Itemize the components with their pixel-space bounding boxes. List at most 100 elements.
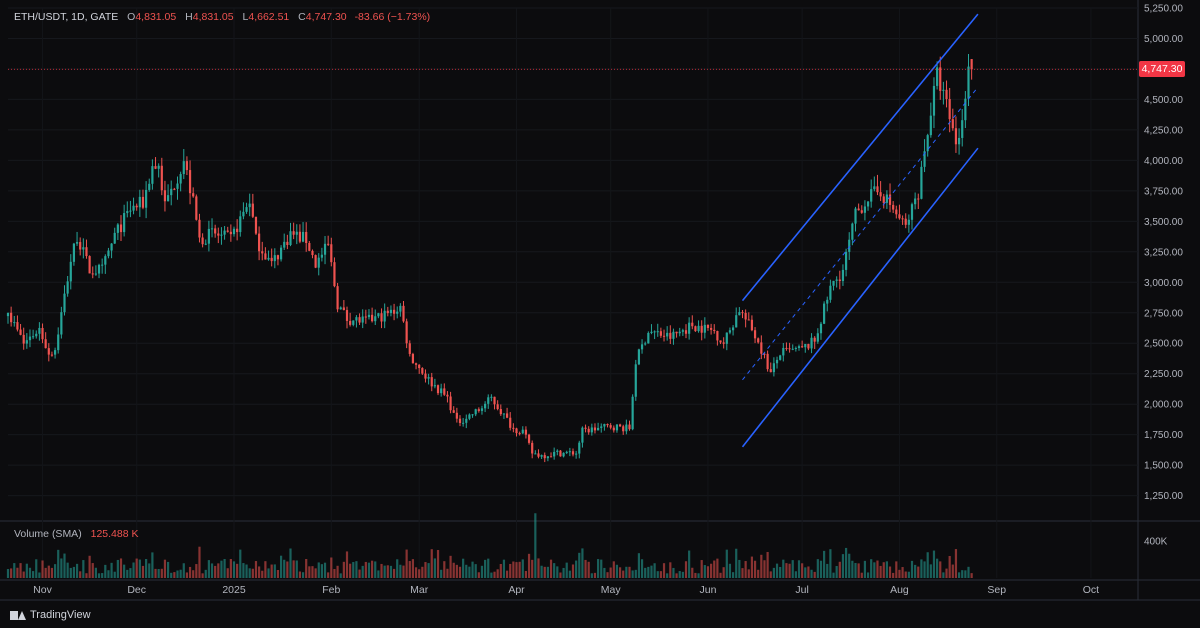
candle-body (910, 204, 914, 220)
volume-bar (694, 572, 697, 578)
volume-bar (214, 565, 217, 578)
volume-bar (63, 553, 66, 578)
candle-body (72, 243, 76, 262)
candle-body (440, 388, 443, 394)
candle-body (710, 327, 713, 330)
volume-bar (22, 571, 25, 578)
volume-bar (860, 572, 863, 578)
candle-body (355, 317, 358, 321)
volume-bar (85, 573, 88, 578)
candle-body (446, 394, 449, 397)
candle-body (835, 279, 838, 281)
candle-body (204, 243, 207, 245)
candle-body (653, 331, 656, 333)
volume-bar (515, 562, 518, 578)
volume-bar (377, 570, 380, 578)
volume-bar (320, 564, 323, 578)
volume-bar (113, 571, 116, 578)
y-tick-label: 5,250.00 (1144, 4, 1183, 15)
candle-body (779, 355, 782, 360)
candle-body (618, 424, 622, 427)
candles (6, 53, 973, 463)
candle-body (841, 269, 845, 282)
volume-bar (471, 561, 474, 578)
candle-body (327, 243, 330, 245)
volume-bar (593, 572, 597, 578)
x-tick-label: Oct (1083, 584, 1099, 596)
candle-body (336, 286, 339, 310)
candle-body (484, 403, 487, 409)
candle-body (936, 67, 939, 86)
candle-body (816, 333, 819, 342)
volume-bar (725, 549, 728, 578)
low-key: L (242, 11, 249, 23)
candle-body (775, 359, 779, 364)
candle-body (342, 307, 345, 311)
candle-body (681, 330, 684, 332)
volume-bar (597, 559, 600, 578)
candle-body (6, 312, 10, 317)
y-tick-label: 5,000.00 (1144, 34, 1183, 45)
volume-bar (606, 572, 609, 578)
candle-body (69, 261, 72, 282)
candle-body (606, 423, 609, 426)
volume-bar (669, 562, 672, 578)
candle-body (305, 231, 308, 244)
volume-bar (744, 561, 747, 578)
volume-bar (154, 568, 157, 578)
volume-legend: Volume (SMA) 125.488 K (14, 528, 139, 540)
candle-body (113, 232, 116, 244)
candle-body (91, 273, 94, 275)
volume-bar (57, 549, 60, 578)
volume-bar (609, 567, 612, 578)
candle-body (119, 224, 123, 233)
volume-bar (741, 568, 744, 578)
volume-bar (898, 569, 901, 578)
volume-bar (107, 570, 110, 578)
volume-bar (151, 552, 154, 578)
tradingview-logo[interactable]: TradingView (10, 609, 91, 621)
volume-bar (691, 567, 694, 578)
volume-bar (399, 564, 402, 578)
candle-body (568, 451, 571, 453)
volume-bar (380, 563, 383, 578)
volume-bar (681, 571, 684, 578)
candle-body (192, 193, 195, 197)
candle-body (703, 324, 706, 333)
volume-bar (330, 557, 333, 578)
candle-body (838, 279, 841, 282)
volume-bar (816, 559, 819, 578)
candle-body (788, 348, 791, 350)
volume-bar (446, 568, 449, 578)
volume-bar (637, 553, 641, 578)
candle-body (377, 313, 380, 317)
volume-bar (207, 560, 210, 578)
change-value: -83.66 (−1.73%) (354, 11, 431, 23)
candle-body (60, 312, 63, 335)
volume-bar (270, 564, 273, 578)
volume-bar (832, 572, 835, 578)
volume-bar (436, 550, 440, 578)
candle-body (110, 243, 113, 251)
candle-body (276, 255, 280, 260)
candle-body (10, 312, 13, 323)
candle-body (625, 424, 628, 432)
volume-bar (60, 558, 63, 578)
candle-body (414, 363, 418, 365)
candle-body (399, 305, 402, 312)
volume-bar (581, 548, 584, 578)
volume-bar (6, 569, 10, 578)
candle-body (964, 98, 967, 121)
volume-bar (110, 562, 113, 578)
candle-body (396, 311, 399, 314)
volume-bar (587, 561, 590, 578)
candle-body (35, 333, 38, 337)
volume-bar (101, 573, 104, 578)
volume-bar (785, 563, 788, 578)
candle-body (195, 196, 198, 220)
high-value: 4,831.05 (192, 11, 234, 23)
volume-bar (396, 559, 399, 578)
volume-bar (797, 560, 801, 578)
candle-body (804, 343, 807, 348)
